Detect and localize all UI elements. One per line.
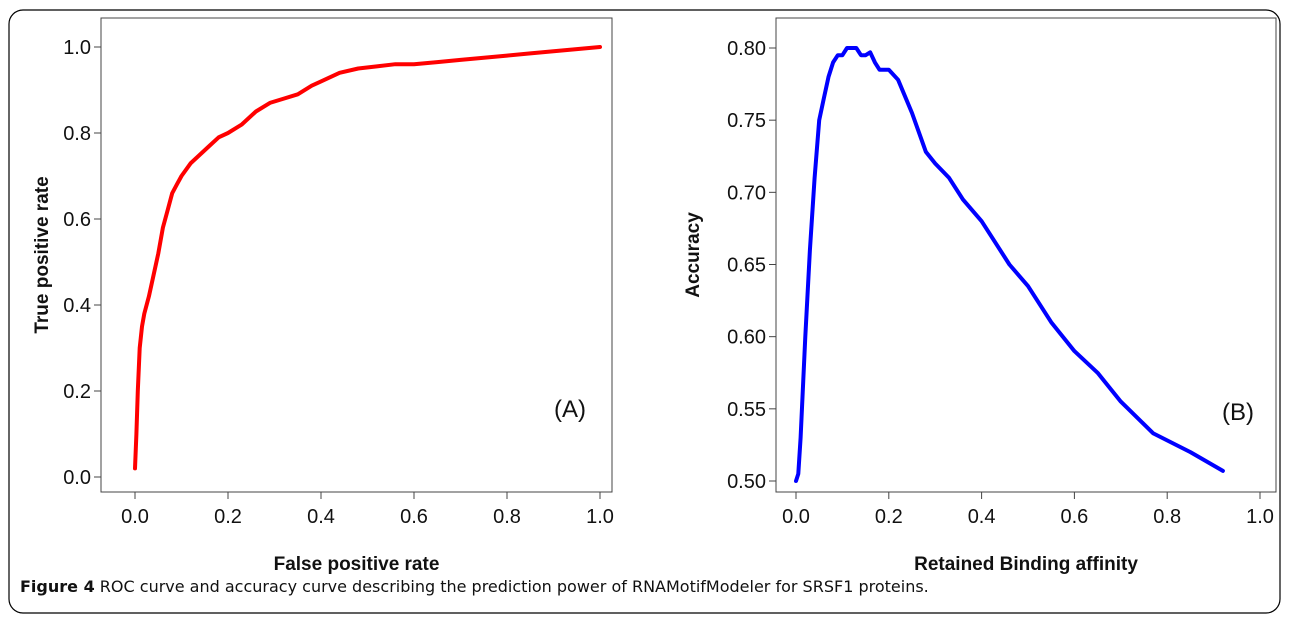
accuracy-x-tick-label: 0.8 [1153,506,1181,528]
accuracy-y-tick-label: 0.55 [727,399,766,421]
accuracy-y-tick-label: 0.70 [727,182,766,204]
roc-x-tick-label: 0.2 [214,506,242,528]
caption-text: ROC curve and accuracy curve describing … [99,577,924,596]
roc-y-tick-label: 0.4 [63,295,91,317]
roc-plot-area [100,17,613,493]
accuracy-x-tick-label: 0.2 [875,506,903,528]
roc-x-axis-label: False positive rate [274,554,440,575]
figure-caption: Figure 4 ROC curve and accuracy curve de… [20,577,929,596]
roc-x-tick-label: 0.6 [400,506,428,528]
accuracy-x-tick-label: 0.0 [782,506,810,528]
accuracy-y-tick-label: 0.50 [727,471,766,493]
accuracy-panel-label: (B) [1222,399,1254,426]
roc-panel-label: (A) [554,396,586,423]
caption-end: . [923,577,929,596]
roc-x-tick-label: 0.4 [307,506,335,528]
caption-label: Figure 4 [20,577,95,596]
roc-x-tick-label: 1.0 [586,506,614,528]
accuracy-y-tick-label: 0.75 [727,110,766,132]
accuracy-y-tick-label: 0.60 [727,327,766,349]
roc-y-tick-label: 0.0 [63,467,91,489]
accuracy-x-axis-label: Retained Binding affinity [914,554,1138,575]
accuracy-chart: 0.0 0.2 0.4 0.6 0.8 1.0 0.50 0.55 0.60 0.65 0.70 0.… [683,17,1277,575]
accuracy-curve [794,46,1225,483]
accuracy-y-tick-label: 0.65 [727,255,766,277]
accuracy-y-tick-label: 0.80 [727,38,766,60]
figure-border [8,9,1281,614]
roc-y-tick-label: 0.8 [63,123,91,145]
accuracy-y-axis-label: Accuracy [683,212,704,298]
roc-y-axis-label: True positive rate [32,176,53,333]
roc-y-tick-label: 0.6 [63,209,91,231]
roc-y-tick-label: 1.0 [63,37,91,59]
accuracy-x-tick-label: 1.0 [1246,506,1274,528]
accuracy-x-tick-label: 0.6 [1060,506,1088,528]
roc-x-tick-label: 0.0 [121,506,149,528]
roc-chart: 0.0 0.2 0.4 0.6 0.8 1.0 0.0 0.2 0.4 0.6 0.8 1.0 Fals… [32,17,614,575]
roc-curve [133,45,602,471]
roc-x-tick-label: 0.8 [493,506,521,528]
accuracy-plot-area [775,17,1277,493]
accuracy-x-tick-label: 0.4 [968,506,996,528]
roc-y-tick-label: 0.2 [63,381,91,403]
